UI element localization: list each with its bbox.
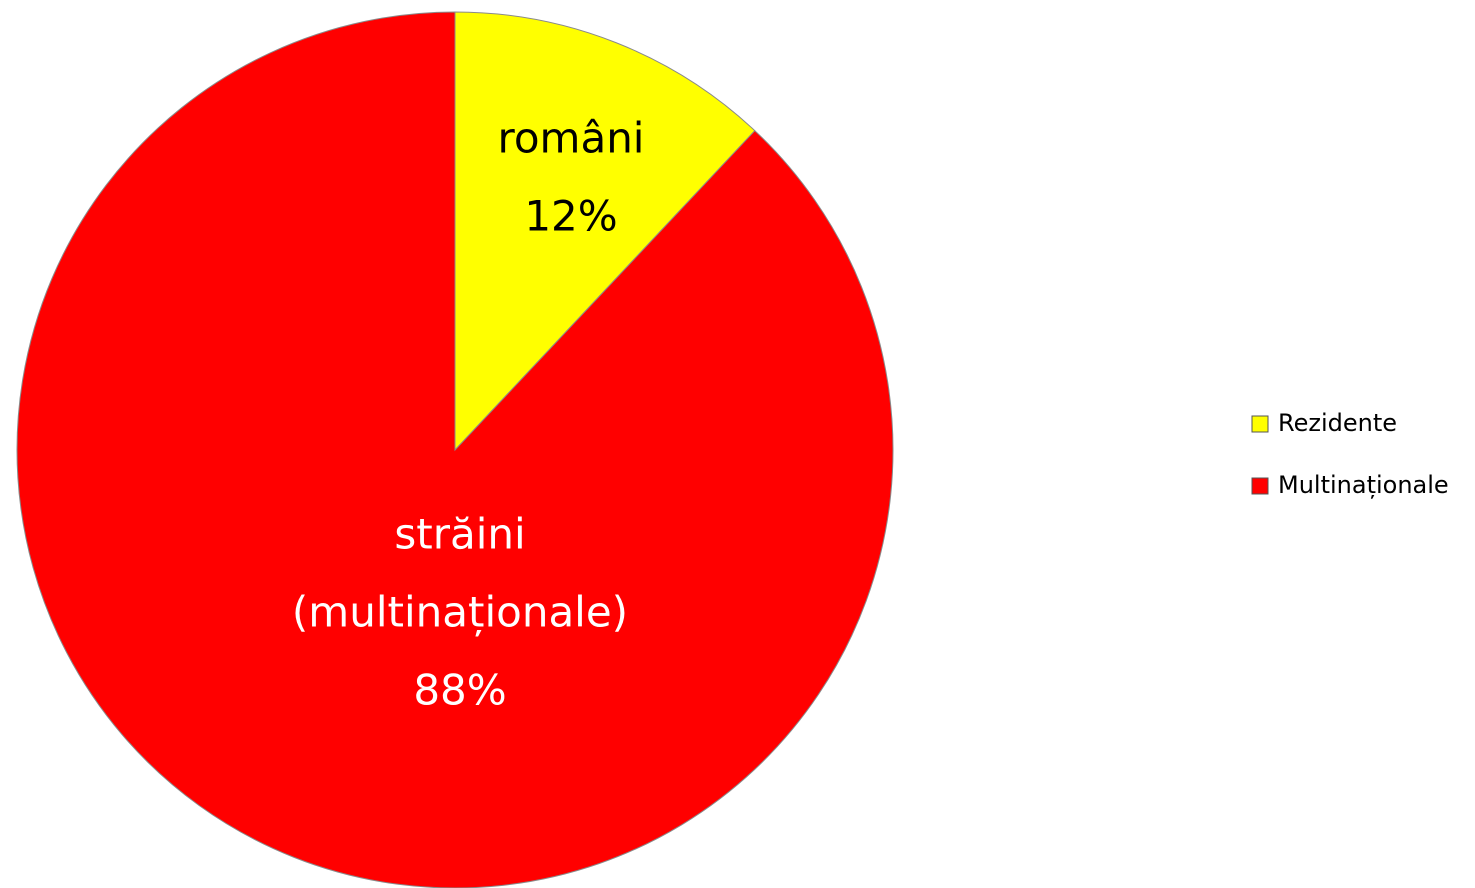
- slice-label: (multinaționale): [292, 588, 628, 637]
- slice-value-label: 88%: [413, 666, 506, 715]
- legend-swatch: [1251, 477, 1269, 495]
- slice-label: români: [498, 114, 645, 163]
- pie-slice: [16, 11, 894, 888]
- slice-value-label: 12%: [524, 192, 617, 241]
- legend-swatch: [1251, 415, 1269, 433]
- pie-slice: [454, 11, 756, 452]
- slice-label: străini: [394, 510, 525, 559]
- legend-label: Rezidente: [1278, 409, 1397, 437]
- legend-label: Multinaționale: [1278, 471, 1449, 499]
